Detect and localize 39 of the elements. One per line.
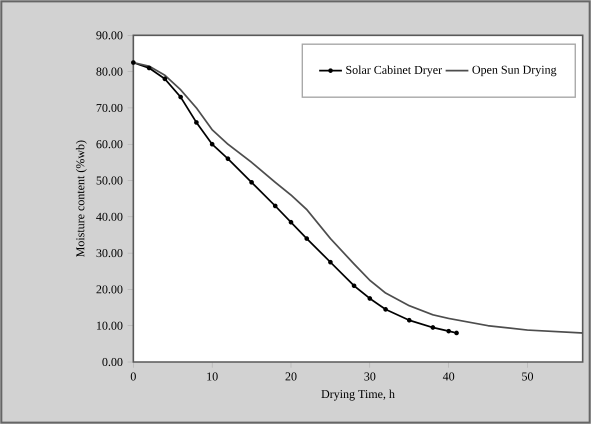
point (194, 120, 199, 125)
y-tick-label: 20.00 (96, 285, 122, 294)
point (178, 94, 183, 100)
point (131, 60, 136, 65)
point (383, 307, 388, 312)
point (446, 328, 451, 334)
x-tick-label: 10 (207, 372, 218, 381)
point (162, 76, 168, 82)
legend-label: Open Sun Drying (472, 66, 556, 76)
point (288, 220, 294, 225)
y-tick-label: 90.00 (96, 31, 122, 40)
x-tick-label: 50 (522, 372, 534, 381)
legend-label: Solar Cabinet Dryer (346, 66, 442, 76)
point (272, 204, 278, 208)
x-tick-label: 40 (442, 372, 454, 381)
x-tick-label: 30 (364, 372, 376, 381)
point (430, 325, 436, 330)
point (304, 236, 310, 241)
point (406, 318, 412, 323)
y-tick-label: 50.00 (96, 176, 122, 185)
point (249, 180, 254, 185)
y-tick-label: 60.00 (96, 140, 122, 148)
y-tick-label: 10.00 (96, 322, 122, 330)
y-tick-label: 40.00 (96, 212, 122, 221)
y-tick-label: 30.00 (96, 249, 122, 258)
x-axis-title: Drying Time, h (321, 390, 395, 401)
x-tick-label: 20 (286, 372, 297, 381)
y-tick-label: 70.00 (96, 104, 122, 112)
point (226, 156, 230, 162)
point (454, 330, 459, 336)
point (352, 283, 356, 288)
x-tick-label: 0 (130, 372, 136, 381)
y-tick-label: 80.00 (96, 68, 122, 76)
y-tick-label: 0.00 (102, 358, 122, 366)
y-axis-title: Moisture content (%wb) (76, 140, 87, 257)
point (146, 66, 152, 70)
point (367, 296, 372, 301)
point (328, 260, 333, 265)
point (210, 142, 215, 147)
